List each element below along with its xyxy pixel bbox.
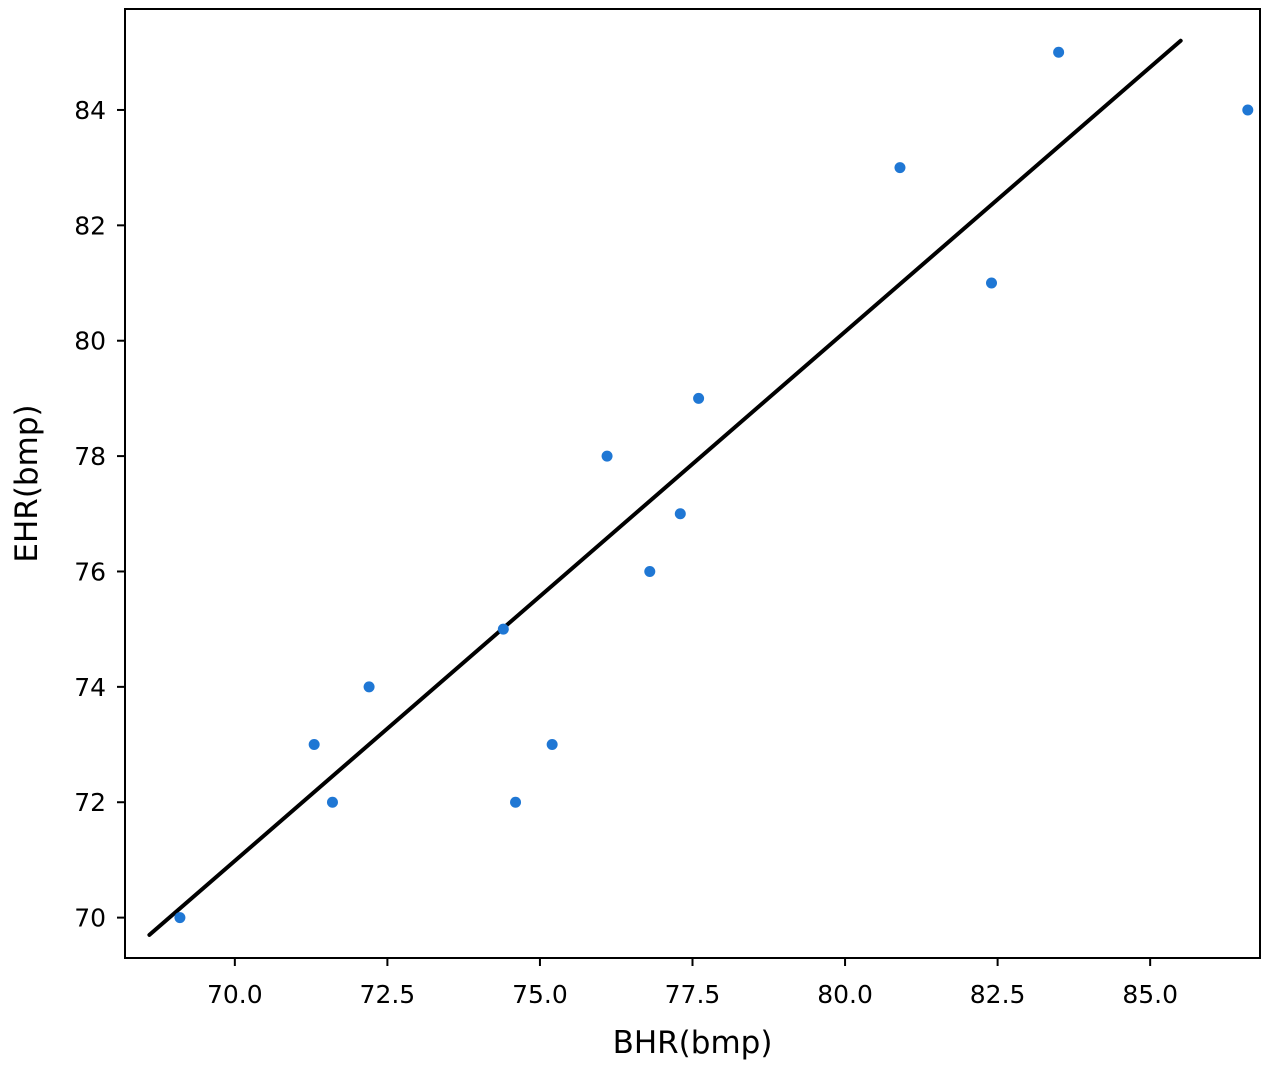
y-tick-label: 74 bbox=[74, 673, 106, 702]
data-point bbox=[1053, 46, 1065, 58]
x-tick-label: 70.0 bbox=[207, 980, 263, 1009]
x-tick-label: 80.0 bbox=[817, 980, 873, 1009]
x-axis-label: BHR(bmp) bbox=[613, 1025, 773, 1061]
data-point bbox=[674, 508, 686, 520]
y-tick-labels: 70 72 74 76 78 80 82 84 bbox=[74, 96, 106, 933]
y-tick-label: 80 bbox=[74, 327, 106, 356]
data-point bbox=[497, 623, 509, 635]
data-point bbox=[986, 277, 998, 289]
data-point bbox=[693, 392, 705, 404]
data-point bbox=[644, 565, 656, 577]
data-point bbox=[601, 450, 613, 462]
data-point bbox=[174, 912, 186, 924]
x-tick-label: 77.5 bbox=[665, 980, 721, 1009]
y-tick-label: 76 bbox=[74, 557, 106, 586]
x-tick-labels: 70.0 72.5 75.0 77.5 80.0 82.5 85.0 bbox=[207, 980, 1178, 1009]
data-point bbox=[363, 681, 375, 693]
y-tick-label: 84 bbox=[74, 96, 106, 125]
y-tick-label: 78 bbox=[74, 442, 106, 471]
fit-line-layer bbox=[147, 38, 1183, 937]
data-point bbox=[1242, 104, 1254, 116]
data-point bbox=[308, 739, 320, 751]
data-point bbox=[510, 796, 522, 808]
y-tick-label: 70 bbox=[74, 904, 106, 933]
x-tick-marks bbox=[233, 958, 1152, 966]
x-tick-label: 72.5 bbox=[360, 980, 416, 1009]
data-point bbox=[546, 739, 558, 751]
y-tick-label: 72 bbox=[74, 788, 106, 817]
fit-line bbox=[147, 38, 1183, 937]
data-point bbox=[894, 162, 906, 174]
data-point bbox=[326, 796, 338, 808]
y-axis-label: EHR(bmp) bbox=[9, 404, 45, 562]
x-tick-label: 75.0 bbox=[512, 980, 568, 1009]
y-tick-label: 82 bbox=[74, 211, 106, 240]
x-tick-label: 82.5 bbox=[970, 980, 1026, 1009]
y-tick-marks bbox=[117, 108, 125, 919]
data-points bbox=[174, 46, 1254, 924]
plot-frame bbox=[124, 8, 1261, 959]
x-tick-label: 85.0 bbox=[1122, 980, 1178, 1009]
